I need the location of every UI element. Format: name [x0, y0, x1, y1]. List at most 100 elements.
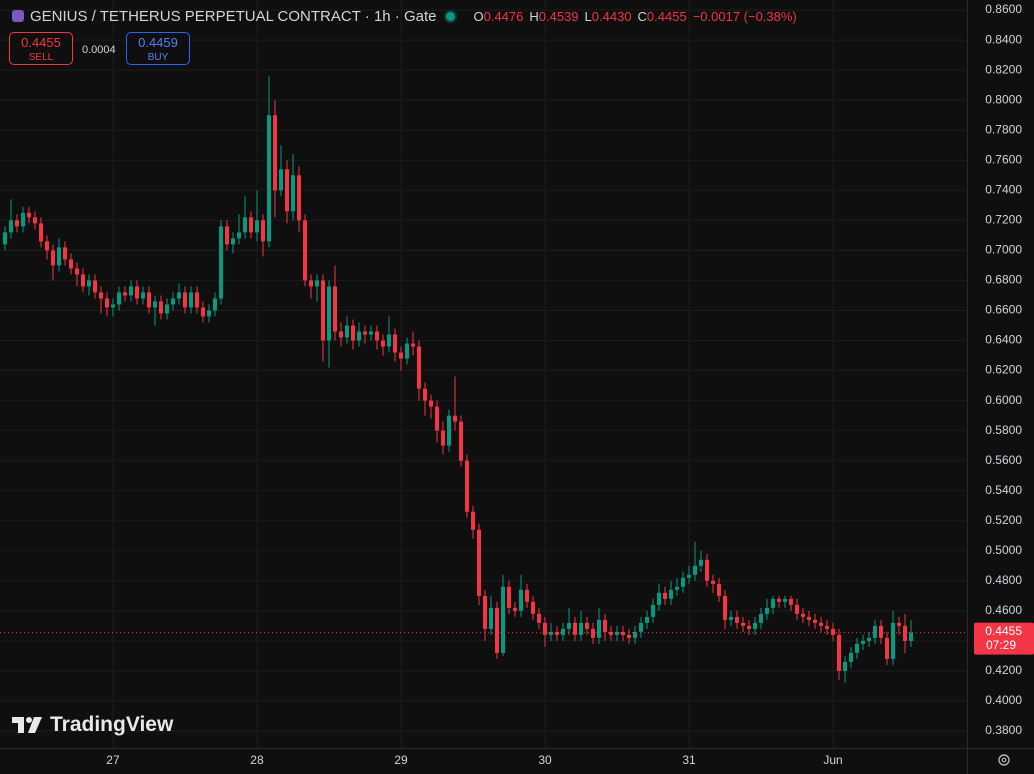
- candle-body: [896, 622, 902, 626]
- candle-body: [650, 604, 656, 617]
- y-tick-label: 0.6400: [985, 333, 1022, 347]
- candle-body: [704, 559, 710, 581]
- x-tick-label: 27: [106, 753, 120, 767]
- candle-body: [152, 301, 158, 308]
- candle-body: [374, 331, 380, 341]
- candle-body: [848, 652, 854, 662]
- candle-body: [404, 343, 410, 359]
- candle-body: [548, 631, 554, 635]
- candle-body: [836, 634, 842, 671]
- x-tick-label: 30: [538, 753, 552, 767]
- ohlc-value: 0.4430: [591, 8, 632, 24]
- candle-body: [344, 325, 350, 338]
- symbol-title[interactable]: GENIUS / TETHERUS PERPETUAL CONTRACT · 1…: [30, 7, 437, 25]
- y-tick-label: 0.4200: [985, 663, 1022, 677]
- candle-body: [626, 634, 632, 638]
- candle-body: [170, 298, 176, 305]
- candle-body: [368, 331, 374, 335]
- candle-body: [104, 298, 110, 308]
- candle-body: [902, 625, 908, 641]
- ohlc: O 0.4476 H 0.4539 L 0.4430 C 0.4455: [467, 9, 686, 24]
- candle-body: [782, 598, 788, 602]
- candle-body: [38, 223, 44, 242]
- candle-body: [332, 286, 338, 332]
- candle-body: [428, 400, 434, 407]
- candle-body: [572, 622, 578, 635]
- candle-body: [350, 325, 356, 341]
- candle-body: [8, 220, 14, 233]
- x-tick-label: Jun: [823, 753, 842, 767]
- candle-body: [146, 292, 152, 308]
- candle-body: [476, 529, 482, 596]
- candle-body: [140, 292, 146, 299]
- candle-body: [764, 607, 770, 614]
- y-tick-label: 0.4800: [985, 573, 1022, 587]
- candle-body: [824, 625, 830, 629]
- candle-body: [434, 406, 440, 431]
- candle-body: [578, 622, 584, 635]
- candle-body: [464, 460, 470, 512]
- candle-body: [806, 616, 812, 620]
- candle-body: [320, 280, 326, 341]
- candle-body: [236, 232, 242, 239]
- candle-body: [818, 622, 824, 626]
- candle-body: [536, 613, 542, 623]
- candle-body: [164, 304, 170, 314]
- candle-body: [92, 280, 98, 293]
- candle-body: [74, 268, 80, 275]
- candle-body: [500, 586, 506, 653]
- buy-button[interactable]: 0.4459 BUY: [126, 32, 190, 65]
- ohlc-value: 0.4455: [646, 8, 687, 24]
- x-tick-label: 28: [250, 753, 264, 767]
- sell-label: SELL: [28, 51, 54, 63]
- candle-body: [890, 622, 896, 659]
- candle-body: [278, 169, 284, 191]
- candle-body: [530, 601, 536, 614]
- candle-body: [398, 352, 404, 359]
- candle-body: [632, 631, 638, 638]
- candle-body: [128, 286, 134, 296]
- candle-body: [230, 238, 236, 245]
- candle-body: [386, 334, 392, 347]
- candle-body: [788, 598, 794, 605]
- y-tick-label: 0.5200: [985, 513, 1022, 527]
- brand[interactable]: TradingView: [12, 713, 173, 737]
- candles: [0, 76, 967, 683]
- y-tick-label: 0.7800: [985, 122, 1022, 136]
- sell-panel: 0.4455 SELL: [9, 32, 73, 66]
- candle-body: [338, 331, 344, 338]
- candle-body: [44, 241, 50, 251]
- y-tick-label: 0.8400: [985, 32, 1022, 46]
- candle-body: [176, 292, 182, 299]
- y-tick-label: 0.7400: [985, 182, 1022, 196]
- candle-body: [710, 580, 716, 584]
- y-tick-label: 0.4600: [985, 603, 1022, 617]
- y-tick-label: 0.7600: [985, 152, 1022, 166]
- candle-body: [20, 212, 26, 227]
- candle-body: [248, 217, 254, 233]
- candle-body: [482, 595, 488, 629]
- candle-body: [416, 346, 422, 389]
- buy-price: 0.4459: [138, 34, 178, 50]
- candle-body: [296, 175, 302, 221]
- candle-body: [62, 247, 68, 260]
- candle-body: [518, 589, 524, 611]
- candle-body: [722, 595, 728, 620]
- y-tick-label: 0.3800: [985, 723, 1022, 737]
- candle-body: [830, 628, 836, 635]
- candle-body: [566, 622, 572, 629]
- candle-body: [452, 415, 458, 422]
- y-tick-label: 0.4000: [985, 693, 1022, 707]
- candle-body: [674, 586, 680, 590]
- candle-body: [620, 631, 626, 635]
- candle-body: [362, 331, 368, 335]
- settings-icon[interactable]: [998, 754, 1010, 766]
- spread: 0.0004: [82, 44, 116, 56]
- y-tick-label: 0.7000: [985, 243, 1022, 257]
- candle-body: [872, 625, 878, 638]
- candle-body: [686, 574, 692, 578]
- sell-button[interactable]: 0.4455 SELL: [9, 32, 73, 65]
